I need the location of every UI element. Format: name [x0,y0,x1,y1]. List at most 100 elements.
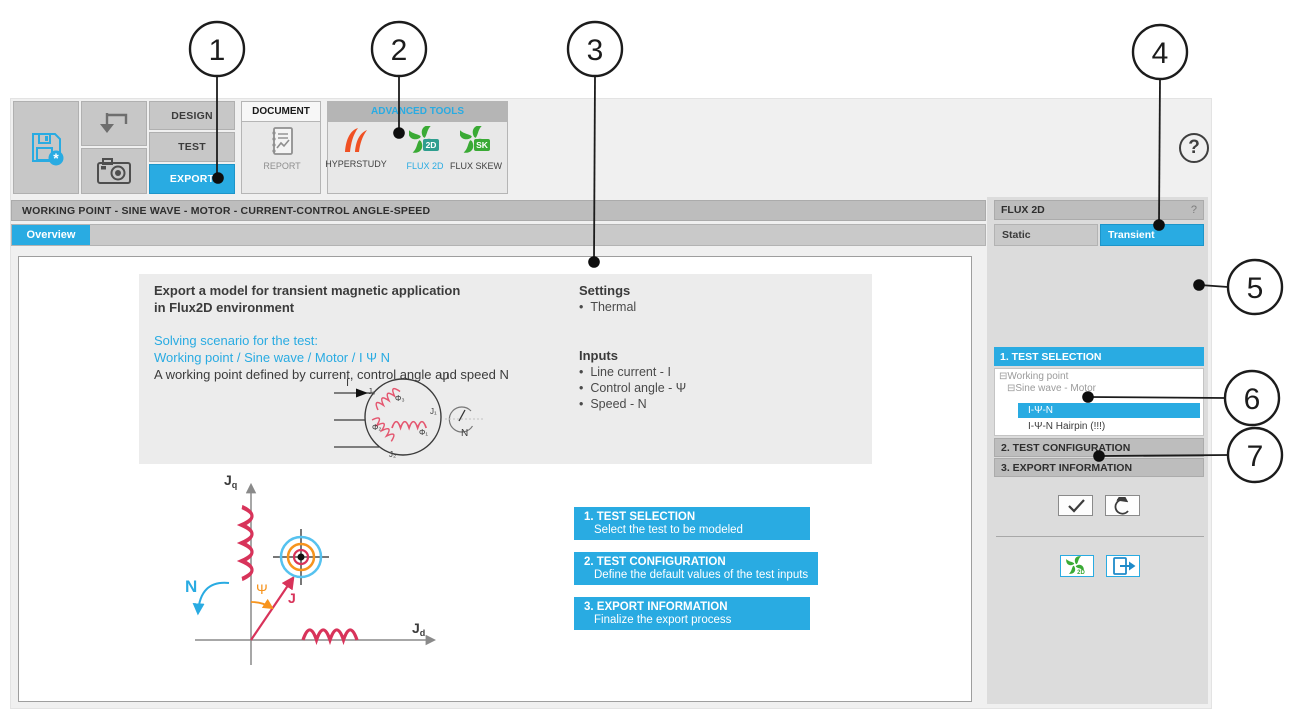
static-label: Static [1002,229,1031,241]
inputs-item: Control angle - Ψ [579,380,686,396]
document-group-header: DOCUMENT [242,102,320,122]
flux2d-icon: 2D [409,126,441,156]
panel-help-icon[interactable]: ? [1190,204,1197,216]
step-desc: Finalize the export process [594,614,732,626]
design-label: DESIGN [171,109,213,122]
section-label: 3. EXPORT INFORMATION [1001,461,1133,474]
tree-item-working-point[interactable]: ⊟Working point [999,371,1068,382]
motor-schematic: I Ψ J₃ Φ₃ J₁ Φ₁ Φ₂ J₂ N [332,370,522,462]
svg-text:N: N [185,577,197,596]
tab-transient[interactable]: Transient [1100,224,1204,246]
view-tabs-row: Overview [11,224,986,246]
panel-header: FLUX 2D ? [994,200,1204,220]
inputs-item: Speed - N [579,396,686,412]
step-desc: Define the default values of the test in… [594,569,809,581]
tree-item-ipsin-selected[interactable]: I-Ψ-N [1018,403,1200,418]
svg-text:Jq: Jq [224,472,237,490]
callout-number: 6 [1244,383,1261,416]
context-titlebar: WORKING POINT - SINE WAVE - MOTOR - CURR… [11,200,986,221]
tree-item-sine-wave-motor[interactable]: ⊟Sine wave - Motor [1007,383,1096,394]
section-label: 2. TEST CONFIGURATION [1001,441,1131,454]
callout-number: 3 [587,34,604,67]
tab-static[interactable]: Static [994,224,1098,246]
save-icon: * [25,127,67,169]
export-summary-panel: Export a model for transient magnetic ap… [139,274,872,464]
svg-text:SK: SK [476,140,489,150]
section-test-selection[interactable]: 1. TEST SELECTION [994,347,1204,366]
panel-title: FLUX 2D [1001,204,1045,216]
callout-number: 5 [1247,272,1264,305]
document-group: DOCUMENT REPORT [241,101,321,194]
reset-icon [1114,496,1129,515]
section-label: 1. TEST SELECTION [1000,350,1102,363]
test-tree: ⊟Working point ⊟Sine wave - Motor I-Ψ-N … [994,368,1204,436]
collapse-icon[interactable]: ⊟ [1007,383,1016,394]
svg-text:J: J [288,590,296,606]
tab-design[interactable]: DESIGN [149,101,235,130]
svg-text:Ψ: Ψ [439,371,449,385]
flux2d-button[interactable]: 2D FLUX 2D [394,126,456,171]
section-test-configuration[interactable]: 2. TEST CONFIGURATION [994,438,1204,457]
inputs-block: Inputs Line current - I Control angle - … [579,347,686,412]
help-icon[interactable]: ? [1179,133,1209,163]
tab-export[interactable]: EXPORT [149,164,235,194]
tree-label: Sine wave - Motor [1015,383,1096,394]
hyperstudy-button[interactable]: HYPERSTUDY [325,126,387,169]
svg-text:Ψ: Ψ [256,581,268,597]
app-window: * DESIGN TEST EXPORT DOCUMENT [10,98,1212,709]
callout-circle-5 [1226,258,1284,316]
export-description: Export a model for transient magnetic ap… [154,282,574,383]
main-content-area: Export a model for transient magnetic ap… [18,256,972,702]
export-to-flux2d-button[interactable]: 2D [1060,555,1094,577]
help-glyph: ? [1188,137,1200,158]
tab-overview[interactable]: Overview [12,225,90,245]
collapse-icon[interactable]: ⊟ [999,371,1008,382]
back-arrow-button[interactable] [81,101,147,146]
inputs-title: Inputs [579,348,618,363]
flux2d-label: FLUX 2D [406,161,444,171]
reset-button[interactable] [1105,495,1140,516]
export-heading-line1: Export a model for transient magnetic ap… [154,283,461,298]
svg-text:J₁: J₁ [430,407,437,416]
hyperstudy-label: HYPERSTUDY [325,159,387,169]
context-title: WORKING POINT - SINE WAVE - MOTOR - CURR… [22,204,431,217]
bent-down-arrow-icon [96,110,132,138]
dq-diagram: Jq Jd J Ψ N [172,467,464,695]
screenshot-button[interactable] [81,148,147,194]
transient-label: Transient [1108,229,1155,241]
callout-circle-3 [566,20,624,78]
fluxskew-label: FLUX SKEW [449,161,502,171]
step-box-test-selection: 1. TEST SELECTION Select the test to be … [574,507,810,540]
section-export-information[interactable]: 3. EXPORT INFORMATION [994,458,1204,477]
svg-text:2D: 2D [426,140,437,150]
tree-label: Working point [1007,371,1069,382]
scenario-line1: Solving scenario for the test: [154,333,319,348]
fluxskew-button[interactable]: SK FLUX SKEW [445,126,507,171]
export-model-icon [1113,557,1136,575]
callout-circle-1 [188,20,246,78]
report-icon [268,126,296,156]
overview-label: Overview [26,229,76,241]
export-heading-line2: in Flux2D environment [154,300,295,315]
svg-text:Φ₂: Φ₂ [372,423,382,432]
svg-text:Φ₁: Φ₁ [419,428,428,437]
inputs-item: Line current - I [579,364,686,380]
save-button[interactable]: * [13,101,79,194]
validate-button[interactable] [1058,495,1093,516]
callout-number: 2 [391,34,408,67]
test-label: TEST [178,141,206,153]
svg-text:I: I [346,377,349,389]
tab-test[interactable]: TEST [149,132,235,162]
svg-text:2D: 2D [1077,570,1085,576]
scenario-line2: Working point / Sine wave / Motor / I Ψ … [154,350,391,365]
step-title: 2. TEST CONFIGURATION [584,556,726,568]
step-desc: Select the test to be modeled [594,524,743,536]
callout-circle-6 [1223,369,1281,427]
export-model-button[interactable] [1106,555,1140,577]
tree-item-ipsin-hairpin[interactable]: I-Ψ-N Hairpin (!!!) [1028,421,1105,432]
callout-circle-7 [1226,426,1284,484]
svg-text:*: * [53,150,59,166]
svg-text:Φ₃: Φ₃ [395,394,405,403]
settings-item: Thermal [579,299,636,315]
report-button[interactable]: REPORT [251,126,313,171]
